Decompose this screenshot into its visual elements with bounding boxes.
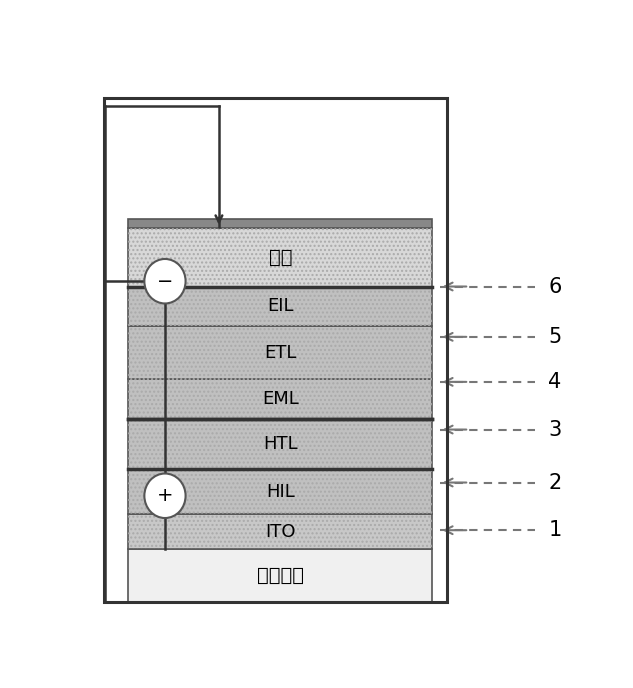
Text: 阴极: 阴极 — [268, 248, 292, 267]
Bar — [128, 515, 432, 549]
Bar — [128, 515, 432, 549]
Text: 4: 4 — [548, 372, 561, 392]
Text: 6: 6 — [548, 277, 561, 297]
Text: HTL: HTL — [263, 435, 298, 453]
Text: HIL: HIL — [266, 483, 294, 501]
Text: EIL: EIL — [267, 297, 294, 315]
Bar — [128, 228, 432, 286]
Bar — [128, 419, 432, 469]
Text: +: + — [157, 486, 173, 505]
Bar — [128, 419, 432, 469]
Bar — [128, 286, 432, 326]
Bar — [128, 469, 432, 515]
Bar — [128, 469, 432, 515]
Text: ITO: ITO — [265, 522, 296, 541]
Bar — [104, 98, 447, 602]
Circle shape — [144, 259, 185, 303]
Text: ETL: ETL — [264, 344, 296, 362]
Text: 5: 5 — [548, 327, 561, 347]
Bar — [128, 549, 432, 602]
Text: 1: 1 — [548, 520, 561, 540]
Bar — [128, 379, 432, 419]
Bar — [128, 286, 432, 326]
Text: −: − — [157, 272, 173, 291]
Text: 玻璃基板: 玻璃基板 — [257, 566, 304, 585]
Bar — [128, 326, 432, 379]
Text: EML: EML — [262, 390, 299, 408]
Text: 3: 3 — [548, 420, 561, 440]
Text: 2: 2 — [548, 473, 561, 493]
Bar — [128, 219, 432, 228]
Bar — [128, 326, 432, 379]
Bar — [128, 379, 432, 419]
Circle shape — [144, 473, 185, 518]
Bar — [128, 228, 432, 286]
